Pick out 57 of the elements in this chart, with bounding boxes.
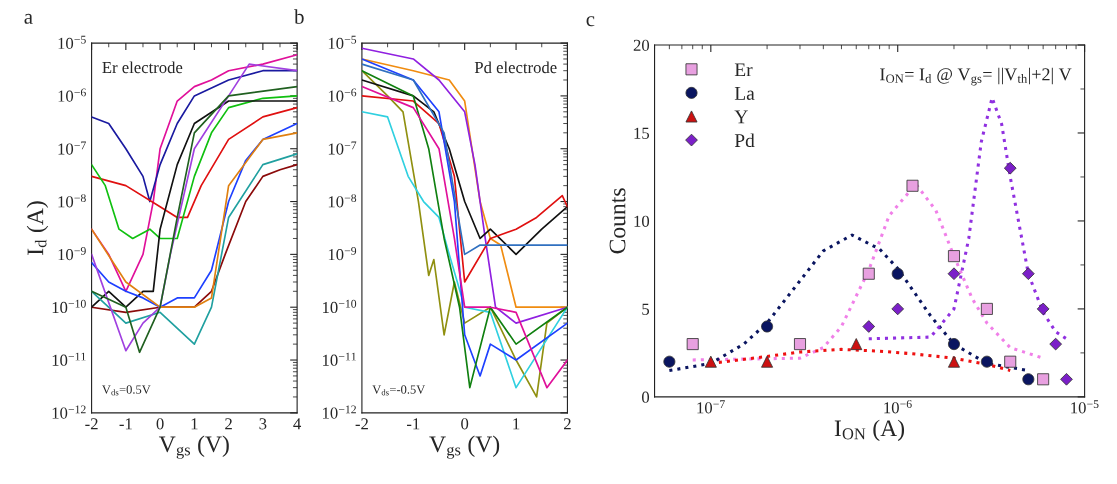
y-tick-label: 10$^{−10}$ bbox=[52, 299, 86, 314]
x-tick-label: 1 bbox=[513, 418, 520, 430]
x-tick-label: 10$^{−6}$ bbox=[884, 400, 912, 414]
x-tick-label: 1 bbox=[191, 418, 198, 430]
x-tick-label: -1 bbox=[406, 418, 420, 430]
annotation: Pd electrode bbox=[474, 61, 557, 74]
y-tick-label: 10$^{−8}$ bbox=[328, 194, 357, 208]
y-tick-label: 10$^{−9}$ bbox=[58, 246, 86, 261]
legend-label: Er bbox=[734, 63, 753, 77]
text: I$_{ON}$= I$_{d}$ @ V$_{gs}$= ||V$_{th}$|+2| V bbox=[880, 67, 1072, 86]
y-tick-label: 10$^{−7}$ bbox=[58, 141, 86, 155]
x-tick-label: 10$^{−7}$ bbox=[697, 400, 725, 414]
legend-label: Y bbox=[734, 110, 748, 124]
y-tick-label: 10$^{−11}$ bbox=[52, 352, 86, 366]
y-tick-label: 10$^{−6}$ bbox=[328, 88, 357, 102]
y-tick-label: 10$^{−12}$ bbox=[323, 405, 356, 419]
y-tick-label: 10$^{−8}$ bbox=[58, 194, 86, 208]
chart-title: b bbox=[294, 9, 304, 24]
y-tick-label: 10$^{−11}$ bbox=[323, 352, 356, 366]
chart-title: c bbox=[586, 16, 595, 27]
y-tick-label: 5 bbox=[642, 303, 650, 315]
x-tick-label: 4 bbox=[293, 418, 302, 430]
x-tick-label: 0 bbox=[156, 418, 164, 430]
line-series bbox=[91, 95, 298, 240]
y-tick-label: 10$^{−6}$ bbox=[58, 88, 86, 102]
y-tick-label: 20 bbox=[633, 39, 650, 51]
line-series bbox=[91, 153, 298, 345]
chart-title: a bbox=[24, 13, 33, 24]
annotation: V$_{ds}$=0.5V bbox=[102, 385, 151, 396]
y-axis-title: Counts bbox=[609, 188, 626, 254]
y-tick-label: 15 bbox=[634, 127, 650, 139]
x-axis-title: V$_{gs}$ (V) bbox=[158, 435, 229, 459]
x-tick-label: -2 bbox=[355, 418, 368, 430]
x-tick-label: 3 bbox=[259, 418, 267, 430]
y-tick-label: 10$^{−5}$ bbox=[328, 35, 357, 50]
x-tick-label: 2 bbox=[225, 418, 232, 430]
line-series bbox=[361, 95, 568, 283]
x-tick-label: -1 bbox=[119, 418, 132, 430]
y-tick-label: 10 bbox=[634, 215, 650, 227]
y-tick-label: 10$^{−10}$ bbox=[323, 299, 357, 314]
line-series bbox=[91, 106, 298, 219]
x-tick-label: 10$^{−5}$ bbox=[1071, 400, 1099, 414]
x-tick-label: -2 bbox=[85, 418, 98, 430]
y-tick-label: 10$^{−9}$ bbox=[328, 246, 357, 261]
y-tick-label: 10$^{−12}$ bbox=[52, 405, 86, 419]
x-tick-label: 0 bbox=[461, 418, 469, 430]
x-axis-title: V$_{gs}$ (V) bbox=[429, 435, 500, 459]
x-axis-title: I$_{ON}$ (A) bbox=[834, 419, 905, 442]
y-tick-label: 0 bbox=[642, 391, 650, 403]
y-tick-label: 10$^{−7}$ bbox=[328, 141, 357, 155]
x-tick-label: 2 bbox=[564, 418, 571, 430]
y-axis-title: I$_{d}$ (A) bbox=[26, 201, 49, 255]
y-tick-label: 10$^{−5}$ bbox=[58, 35, 86, 50]
annotation: V$_{ds}$=-0.5V bbox=[372, 385, 426, 396]
annotation: Er electrode bbox=[102, 61, 183, 74]
legend-label: Pd bbox=[734, 133, 755, 148]
legend-label: La bbox=[734, 86, 755, 100]
